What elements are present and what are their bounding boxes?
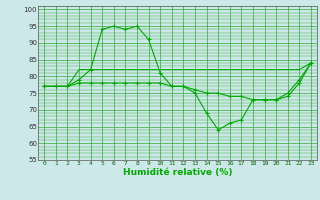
- X-axis label: Humidité relative (%): Humidité relative (%): [123, 168, 232, 177]
